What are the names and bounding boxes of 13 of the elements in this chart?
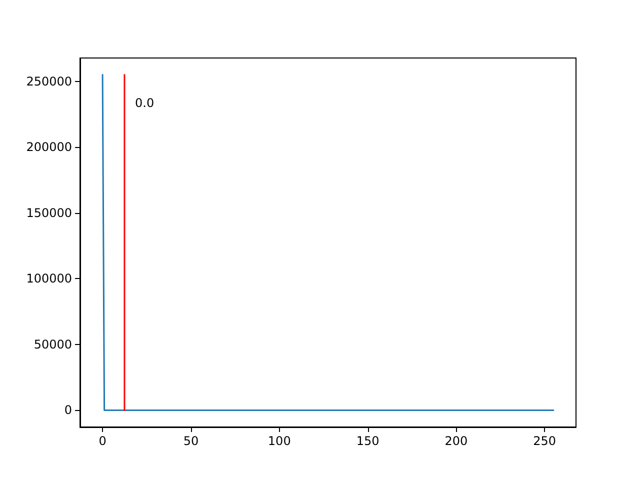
x-tick-label: 250 [533, 434, 556, 448]
x-tick-label: 0 [98, 434, 106, 448]
x-tick-label: 150 [356, 434, 380, 448]
y-tick-label: 0 [64, 403, 72, 418]
y-tick-label: 100000 [26, 272, 72, 286]
y-tick-label: 200000 [26, 140, 72, 154]
x-tick-label: 50 [183, 434, 199, 448]
x-tick-label: 200 [444, 434, 468, 448]
annotation: 0.0 [135, 96, 154, 110]
y-tick-label: 150000 [26, 206, 72, 220]
y-tick-label: 50000 [34, 337, 72, 352]
y-tick-label: 250000 [26, 74, 72, 88]
x-tick-label: 100 [268, 434, 291, 448]
